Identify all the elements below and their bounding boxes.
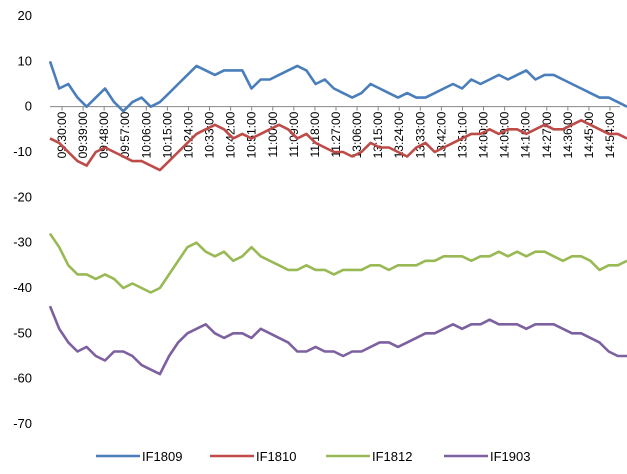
- y-tick-label: -70: [13, 416, 32, 431]
- x-tick-label: 14:09:00: [498, 111, 512, 158]
- y-tick-label: -10: [13, 144, 32, 159]
- x-tick-label: 10:51:00: [245, 111, 259, 158]
- x-tick-label: 11:18:00: [308, 111, 322, 157]
- y-axis-ticks: 20 10 0 -10 -20 -30 -40 -50 -60 -70: [13, 8, 32, 431]
- legend-label: IF1903: [490, 449, 530, 464]
- series-line-if1809: [48, 60, 627, 113]
- y-tick-label: 10: [18, 53, 32, 68]
- x-tick-label: 09:48:00: [97, 111, 111, 158]
- x-tick-label: 13:15:00: [371, 111, 385, 158]
- x-tick-label: 13:33:00: [413, 111, 427, 158]
- x-tick-label: 09:39:00: [76, 111, 90, 158]
- x-tick-label: 14:27:00: [540, 111, 554, 158]
- legend-label: IF1812: [372, 449, 412, 464]
- x-tick-label: 10:24:00: [181, 111, 195, 158]
- x-tick-label: 10:06:00: [139, 111, 153, 158]
- y-tick-label: -20: [13, 189, 32, 204]
- x-tick-label: 10:15:00: [160, 111, 174, 158]
- x-tick-label: 13:24:00: [392, 111, 406, 158]
- series-lines: [48, 60, 627, 376]
- series-line-if1903: [48, 305, 627, 376]
- legend-label: IF1810: [256, 449, 296, 464]
- y-tick-label: -50: [13, 325, 32, 340]
- y-tick-label: -60: [13, 371, 32, 386]
- x-tick-label: 14:45:00: [582, 111, 596, 158]
- y-tick-label: -30: [13, 235, 32, 250]
- x-tick-label: 14:36:00: [561, 111, 575, 158]
- series-line-if1810: [49, 119, 627, 172]
- x-tick-label: 11:00:00: [266, 111, 280, 157]
- x-tick-label: 13:51:00: [455, 111, 469, 158]
- x-tick-label: 11:27:00: [329, 111, 343, 157]
- y-tick-label: 20: [18, 8, 32, 23]
- y-tick-label: 0: [25, 99, 32, 114]
- series-line-if1812: [48, 232, 627, 294]
- x-tick-label: 09:57:00: [118, 111, 132, 158]
- x-axis-ticks: 09:30:00 09:39:00 09:48:00 09:57:00 10:06:00…: [55, 106, 617, 158]
- legend: IF1809 IF1810 IF1812 IF1903: [96, 449, 530, 464]
- x-tick-label: 13:06:00: [350, 111, 364, 158]
- x-tick-label: 09:30:00: [55, 111, 69, 158]
- x-tick-label: 10:33:00: [203, 111, 217, 158]
- legend-label: IF1809: [142, 449, 182, 464]
- x-tick-label: 14:00:00: [477, 111, 491, 158]
- y-tick-label: -40: [13, 280, 32, 295]
